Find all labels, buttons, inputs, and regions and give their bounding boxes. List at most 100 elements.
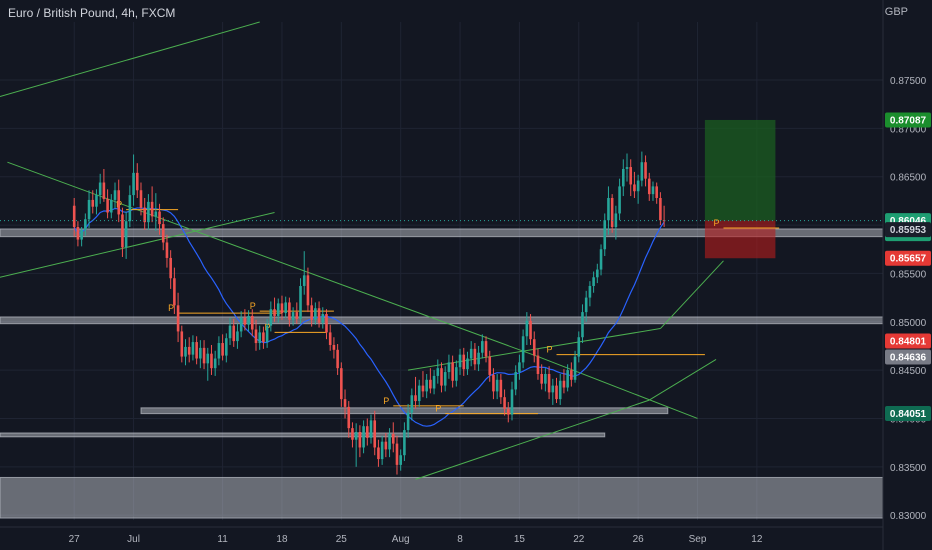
candle <box>351 422 354 448</box>
candle-body <box>310 305 313 320</box>
candle-body <box>314 308 317 320</box>
candle <box>347 401 351 438</box>
candle-body <box>147 201 150 223</box>
pivot-label: P <box>713 218 719 228</box>
candle-body <box>599 249 603 270</box>
candle-body <box>98 182 102 196</box>
candle <box>596 263 599 284</box>
candle <box>199 340 202 369</box>
candle <box>239 311 243 338</box>
candle-body <box>110 199 113 213</box>
candle-body <box>473 348 477 365</box>
candle <box>228 317 232 345</box>
candle-body <box>354 432 358 440</box>
candle <box>380 435 384 465</box>
x-tick-label: 26 <box>633 534 645 545</box>
candle <box>417 379 421 407</box>
candle <box>506 402 510 423</box>
candle-body <box>503 397 506 409</box>
candle <box>640 151 644 187</box>
candle <box>299 278 302 324</box>
candle-body <box>518 362 521 373</box>
candle <box>603 213 607 257</box>
candle <box>447 354 451 379</box>
candle <box>373 410 377 456</box>
candle <box>310 297 313 327</box>
candle-body <box>610 197 614 228</box>
candle-body <box>165 242 169 258</box>
candle-body <box>451 362 454 381</box>
candle <box>636 174 640 204</box>
candle-body <box>592 277 595 286</box>
candle-body <box>425 379 428 392</box>
candle-body <box>217 343 221 359</box>
price-axis-label: 0.84051 <box>885 406 931 422</box>
candle <box>414 376 417 409</box>
candle <box>570 362 573 387</box>
price-axis-label: 0.84636 <box>885 349 931 365</box>
candle-body <box>202 347 206 364</box>
candle <box>254 319 258 351</box>
candle-body <box>195 342 198 359</box>
candle <box>184 339 187 366</box>
candle-body <box>143 207 146 223</box>
candle <box>247 310 250 332</box>
candle-body <box>340 368 343 400</box>
candle <box>158 203 161 235</box>
candle-body <box>132 172 135 196</box>
candle <box>462 347 466 376</box>
candle <box>577 331 581 363</box>
candle <box>432 370 436 395</box>
candle <box>525 312 529 345</box>
candle-body <box>239 317 243 332</box>
candle <box>406 403 410 438</box>
candle-body <box>262 332 265 343</box>
candle <box>169 250 172 289</box>
candle <box>258 325 262 350</box>
candle <box>206 347 210 381</box>
candle <box>102 168 106 202</box>
price-label-bg <box>885 406 931 422</box>
candle <box>436 359 440 384</box>
candle <box>488 350 492 382</box>
candle <box>421 371 425 398</box>
y-tick-label: 0.87000 <box>890 124 927 135</box>
candle <box>644 155 647 187</box>
candle <box>532 331 536 363</box>
candle-body <box>521 336 525 363</box>
pivot-label: P <box>547 345 553 355</box>
candle-body <box>495 379 499 392</box>
candle <box>633 171 636 198</box>
candle <box>87 190 91 228</box>
support-resistance-zone <box>0 476 884 519</box>
candle <box>388 428 391 458</box>
candle-body <box>540 373 543 384</box>
candle <box>362 420 365 454</box>
price-axis-label: 0.84801 <box>885 333 931 349</box>
candle <box>629 159 633 197</box>
price-label-text: 0.84051 <box>890 409 927 420</box>
candle-body <box>187 346 191 355</box>
candle-body <box>269 309 273 326</box>
pivot-label: P <box>383 396 389 406</box>
candle-body <box>380 441 384 460</box>
candle <box>265 318 269 348</box>
candle <box>625 153 629 182</box>
candle <box>365 418 369 446</box>
candle-body <box>321 314 325 323</box>
candle <box>336 344 339 375</box>
candle-body <box>406 412 410 431</box>
candle <box>403 422 406 462</box>
candle-body <box>84 219 87 230</box>
candle-body <box>644 162 647 179</box>
pivot-label: P <box>168 303 174 313</box>
candle <box>250 309 254 337</box>
candle-body <box>280 303 284 314</box>
candle-body <box>466 358 469 370</box>
candle-body <box>551 385 555 393</box>
y-tick-label: 0.85000 <box>890 318 927 329</box>
candle-body <box>288 302 291 320</box>
x-tick-label: 12 <box>751 534 763 545</box>
candle <box>143 197 146 230</box>
